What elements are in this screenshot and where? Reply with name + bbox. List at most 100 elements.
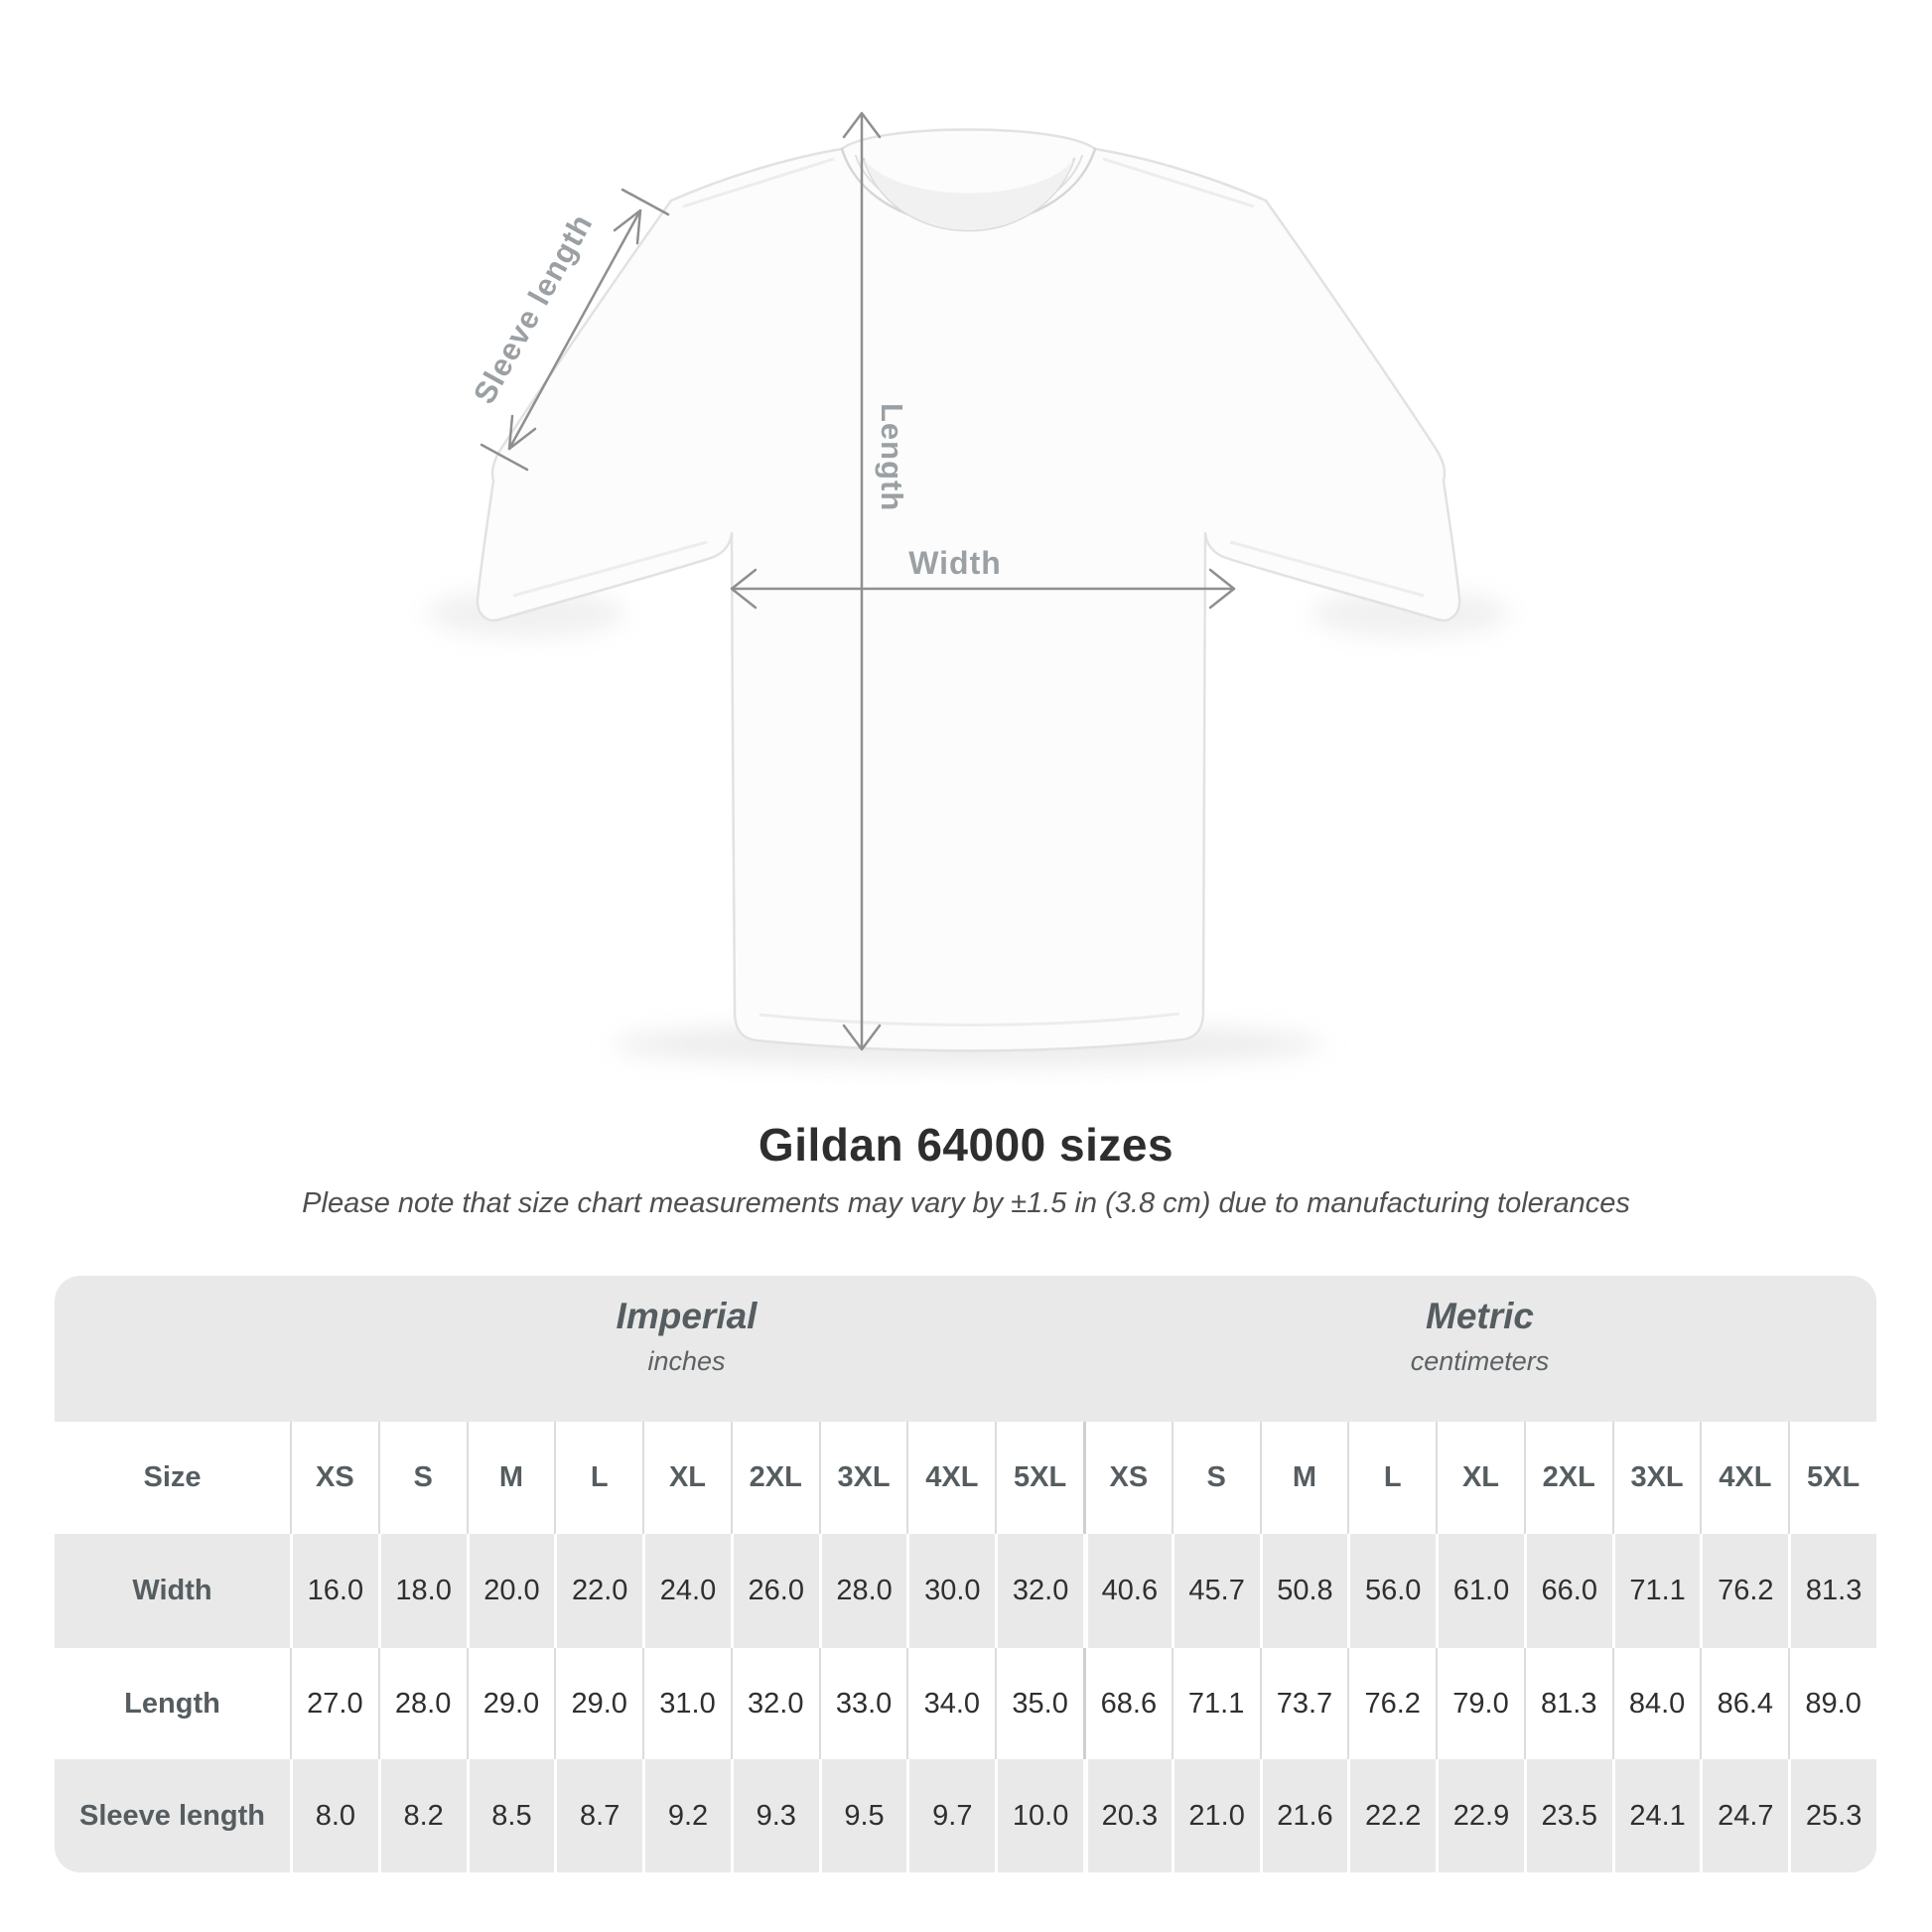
imperial-unit: inches [647,1346,726,1376]
table-rows: Size XS S M L XL 2XL 3XL 4XL 5XL XS S M L XL 2XL 3XL 4XL 5… [55,1422,1876,1872]
value-cell: 21.0 [1171,1759,1260,1872]
table-header-band: Imperial inches Metric centimeters [55,1276,1876,1422]
value-cell: 76.2 [1347,1648,1436,1759]
size-header-cell: 5XL [995,1422,1083,1534]
value-cell: 31.0 [642,1648,731,1759]
tshirt-body [476,128,1461,1052]
value-cell: 23.5 [1523,1759,1612,1872]
size-header-cell: 3XL [1611,1422,1701,1534]
value-cell: 10.0 [995,1759,1083,1872]
table-row: Sleeve length 8.0 8.2 8.5 8.7 9.2 9.3 9.5 9.7 10.… [55,1759,1876,1872]
row-label: Length [124,1687,220,1720]
size-header-cell: 5XL [1788,1422,1876,1534]
value-cell: 56.0 [1347,1534,1436,1648]
value-cell: 28.0 [818,1534,907,1648]
value-cell: 22.2 [1347,1759,1436,1872]
value-cell: 8.5 [466,1759,555,1872]
title-block: Gildan 64000 sizes Please note that size… [0,1118,1932,1220]
size-header-cell: L [1347,1422,1436,1534]
value-cell: 24.7 [1700,1759,1788,1872]
value-cell: 71.1 [1171,1648,1260,1759]
value-cell: 33.0 [818,1648,907,1759]
value-cell: 76.2 [1700,1534,1788,1648]
value-cell: 16.0 [290,1534,378,1648]
imperial-title: Imperial [616,1296,758,1336]
imperial-section-header: Imperial inches [290,1276,1083,1422]
value-cell: 18.0 [377,1534,467,1648]
value-cell: 24.0 [642,1534,731,1648]
value-cell: 61.0 [1436,1534,1524,1648]
value-cell: 8.0 [290,1759,378,1872]
value-cell: 45.7 [1171,1534,1260,1648]
value-cell: 66.0 [1523,1534,1612,1648]
size-header-cell: XL [642,1422,731,1534]
tshirt-measurement-diagram: Length Width Sleeve length [427,111,1509,1066]
value-cell: 73.7 [1259,1648,1348,1759]
row-label: Sleeve length [79,1799,265,1832]
tshirt-photo [476,128,1461,1052]
width-arrow [730,568,1236,610]
value-cell: 8.2 [377,1759,467,1872]
row-label: Width [132,1575,212,1606]
value-cell: 24.1 [1611,1759,1701,1872]
value-cell: 9.5 [818,1759,907,1872]
value-cell: 35.0 [995,1648,1083,1759]
value-cell: 40.6 [1083,1534,1172,1648]
value-cell: 20.3 [1083,1759,1172,1872]
table-row: Length 27.0 28.0 29.0 29.0 31.0 32.0 33.0 34.0 35… [55,1648,1876,1759]
value-cell: 71.1 [1611,1534,1701,1648]
value-cell: 8.7 [554,1759,642,1872]
value-cell: 9.3 [730,1759,819,1872]
value-cell: 27.0 [290,1648,378,1759]
size-table: Imperial inches Metric centimeters Size X… [55,1276,1876,1872]
value-cell: 50.8 [1259,1534,1348,1648]
size-header-cell: S [1171,1422,1260,1534]
size-header-cell: 4XL [1700,1422,1788,1534]
metric-section-header: Metric centimeters [1083,1276,1876,1422]
page-title: Gildan 64000 sizes [758,1119,1174,1171]
value-cell: 9.2 [642,1759,731,1872]
table-row: Width 16.0 18.0 20.0 22.0 24.0 26.0 28.0 30.0 32.… [55,1534,1876,1648]
tolerance-note: Please note that size chart measurements… [302,1187,1630,1219]
value-cell: 9.7 [906,1759,995,1872]
value-cell: 32.0 [995,1534,1083,1648]
tshirt-seams [512,157,1425,1027]
value-cell: 21.6 [1259,1759,1348,1872]
value-cell: 22.0 [554,1534,642,1648]
value-cell: 89.0 [1788,1648,1876,1759]
size-header-row: Size XS S M L XL 2XL 3XL 4XL 5XL XS S M L XL 2XL 3XL 4XL 5… [55,1422,1876,1534]
size-header-cell: 4XL [906,1422,995,1534]
value-cell: 20.0 [466,1534,555,1648]
size-header-cell: XS [290,1422,378,1534]
value-cell: 86.4 [1700,1648,1788,1759]
value-cell: 81.3 [1788,1534,1876,1648]
size-header-cell: 2XL [1523,1422,1612,1534]
value-cell: 34.0 [906,1648,995,1759]
metric-unit: centimeters [1410,1346,1550,1376]
value-cell: 79.0 [1436,1648,1524,1759]
size-column-header: Size [143,1461,202,1493]
value-cell: 26.0 [730,1534,819,1648]
value-cell: 68.6 [1083,1648,1172,1759]
size-header-cell: L [554,1422,642,1534]
size-header-cell: M [466,1422,555,1534]
measurement-annotations [480,111,1236,1051]
value-cell: 84.0 [1611,1648,1701,1759]
width-label: Width [908,545,1002,581]
value-cell: 25.3 [1788,1759,1876,1872]
length-label: Length [875,403,909,511]
value-cell: 22.9 [1436,1759,1524,1872]
length-arrow [842,111,882,1051]
metric-title: Metric [1426,1296,1534,1336]
value-cell: 32.0 [730,1648,819,1759]
size-header-cell: XL [1436,1422,1524,1534]
size-header-cell: M [1259,1422,1348,1534]
size-header-cell: 2XL [730,1422,819,1534]
size-header-cell: XS [1083,1422,1172,1534]
value-cell: 29.0 [466,1648,555,1759]
value-cell: 29.0 [554,1648,642,1759]
value-cell: 28.0 [377,1648,467,1759]
size-header-cell: 3XL [818,1422,907,1534]
size-header-cell: S [377,1422,467,1534]
